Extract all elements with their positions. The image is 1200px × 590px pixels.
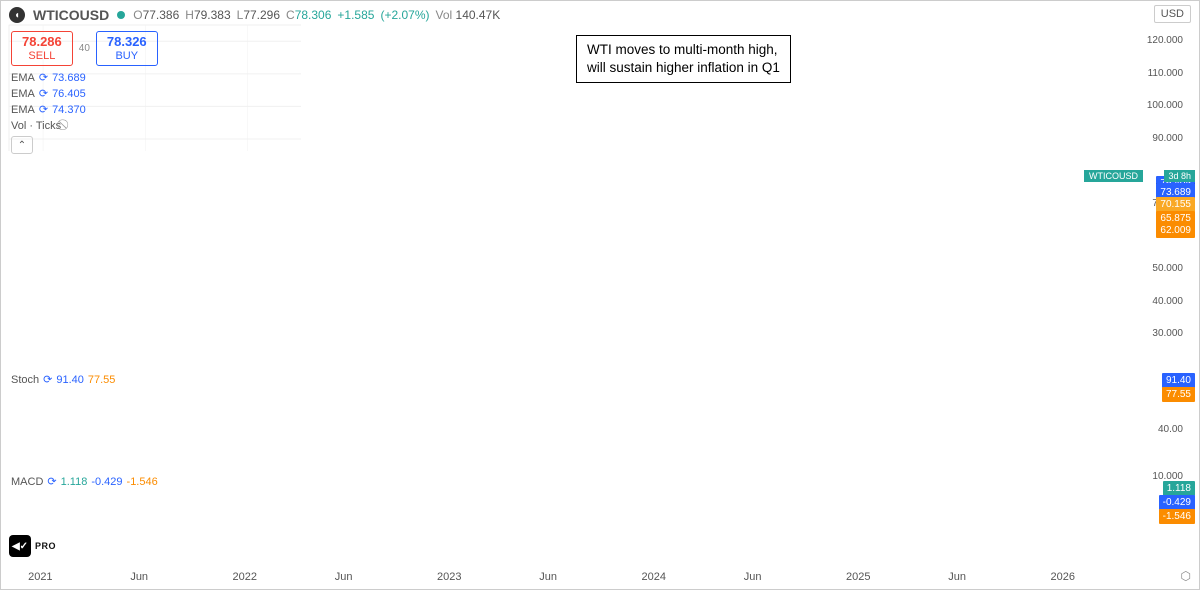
symbol-axis-tag: WTICOUSD [1084,170,1143,182]
sell-label: SELL [22,50,62,63]
macd-axis-tag: -1.546 [1159,509,1195,524]
ema-indicator-row[interactable]: EMA ⟳ 73.689 [11,71,86,84]
price-axis-tag: 62.009 [1156,223,1195,238]
sell-button[interactable]: 78.286 SELL [11,31,73,66]
trade-buttons: 78.286 SELL 40 78.326 BUY [11,31,158,66]
stoch-axis-tag: 77.55 [1162,387,1195,402]
y-axis-tick: 90.000 [1152,133,1183,144]
x-axis-tick: 2023 [437,571,461,583]
tv-logo-icon: ◀✓ [9,535,31,557]
buy-button[interactable]: 78.326 BUY [96,31,158,66]
settings-gear-icon[interactable]: ⬡ [1181,569,1191,583]
sell-price: 78.286 [22,34,62,50]
ema-indicator-row[interactable]: EMA ⟳ 76.405 [11,87,86,100]
annotation-box[interactable]: WTI moves to multi-month high, will sust… [576,35,791,83]
macd-axis-tag: -0.429 [1159,495,1195,510]
macd-axis-tag: 1.118 [1163,481,1195,496]
expand-indicators-button[interactable]: ⌃ [11,136,33,154]
price-axis-tag: 70.155 [1156,197,1195,212]
x-axis-tick: 2022 [233,571,257,583]
x-axis-tick: Jun [335,571,353,583]
tv-pro-label: PRO [35,541,56,551]
x-axis-tick: 2021 [28,571,52,583]
annotation-line2: will sustain higher inflation in Q1 [587,59,780,77]
x-axis-tick: 2025 [846,571,870,583]
buy-label: BUY [107,50,147,63]
y-axis-tick: 40.000 [1152,296,1183,307]
bar-countdown: 3d 8h [1164,170,1195,182]
x-axis-tick: Jun [744,571,762,583]
market-open-dot [117,11,125,19]
macd-legend[interactable]: MACD ⟳ 1.118 -0.429 -1.546 [11,475,158,488]
x-axis-tick: Jun [539,571,557,583]
tradingview-logo[interactable]: ◀✓ PRO [9,535,56,557]
y-axis-tick: 100.000 [1147,100,1183,111]
vol-indicator-row[interactable]: Vol · Ticks ⃠ [11,119,86,132]
y-axis-tick: 110.000 [1148,68,1183,79]
buy-price: 78.326 [107,34,147,50]
stoch-axis-tag: 91.40 [1162,373,1195,388]
x-axis-tick: Jun [130,571,148,583]
ema-indicator-row[interactable]: EMA ⟳ 74.370 [11,103,86,116]
stoch-legend[interactable]: Stoch ⟳ 91.40 77.55 [11,373,115,386]
x-axis-tick: Jun [948,571,966,583]
stoch-y-tick: 40.00 [1158,424,1183,435]
symbol-name[interactable]: WTICOUSD [33,7,109,23]
ohlc-readout: O77.386 H79.383 L77.296 C78.306 +1.585 (… [133,8,500,22]
y-axis-tick: 50.000 [1152,263,1183,274]
spread-value: 40 [79,43,90,54]
x-axis-tick: 2026 [1050,571,1074,583]
annotation-line1: WTI moves to multi-month high, [587,41,780,59]
y-axis-tick: 120.000 [1147,35,1183,46]
x-axis-tick: 2024 [642,571,666,583]
indicator-legend: EMA ⟳ 73.689 EMA ⟳ 76.405 EMA ⟳ 74.370 Vol… [11,71,86,154]
top-info-bar: ◖ WTICOUSD O77.386 H79.383 L77.296 C78.3… [1,1,1199,29]
y-axis-tick: 30.000 [1152,328,1183,339]
symbol-icon: ◖ [9,7,25,23]
